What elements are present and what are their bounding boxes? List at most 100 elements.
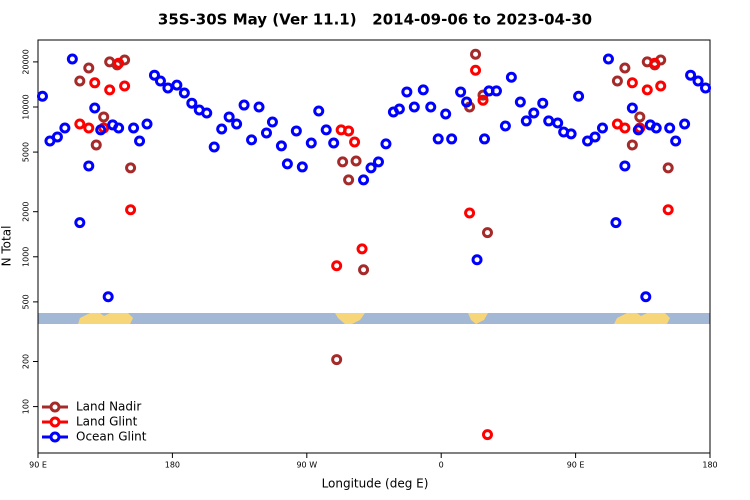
point [479,133,491,145]
plot-frame [37,39,711,454]
y-tick-label: 100 [22,399,31,414]
point [134,135,146,147]
point [520,115,532,127]
point [573,90,585,102]
y-tick-label: 20000 [22,49,31,74]
land-australia-2 [614,313,670,324]
point [313,105,325,117]
point [481,227,493,239]
point [90,139,102,151]
point [401,86,413,98]
point [331,354,343,366]
point [74,217,86,229]
point [148,69,160,81]
point [231,118,243,130]
point [596,122,608,134]
point [380,138,392,150]
point [640,291,652,303]
point [51,131,63,143]
point [154,75,166,87]
x-tick-label: 90 E [567,461,585,470]
point [634,111,646,123]
point [537,97,549,109]
point [290,125,302,137]
point [477,94,489,106]
legend-marker [49,416,61,428]
point [350,155,362,167]
point [83,62,95,74]
point [499,120,511,132]
chart-title: 35S-30S May (Ver 11.1) 2014-09-06 to 202… [158,11,592,29]
x-tick-label: 0 [439,461,444,470]
point [104,84,116,96]
point [471,254,483,266]
point [337,156,349,168]
land-america [335,313,365,324]
point [626,139,638,151]
point [208,141,220,153]
point [565,128,577,140]
point [685,69,697,81]
x-tick-label: 90 W [296,461,317,470]
point [655,80,667,92]
point [95,124,107,136]
point [98,111,110,123]
point [281,158,293,170]
point [528,107,540,119]
point [700,82,712,94]
y-tick-label: 2000 [22,202,31,222]
point [320,124,332,136]
point [66,53,78,65]
legend-label: Land Glint [76,415,138,429]
point [417,84,429,96]
point [446,133,458,145]
point [425,101,437,113]
point [650,122,662,134]
point [260,127,272,139]
land-australia [78,313,133,324]
point [358,264,370,276]
point [59,122,71,134]
legend-marker [49,401,61,413]
point [610,217,622,229]
point [83,122,95,134]
x-tick-label: 180 [165,461,180,470]
point [505,71,517,83]
point [552,117,564,129]
point [266,116,278,128]
point [619,122,631,134]
x-axis-label: Longitude (deg E) [322,477,429,491]
point [356,243,368,255]
point [664,122,676,134]
point [331,260,343,272]
point [358,174,370,186]
y-tick-label: 10000 [22,94,31,119]
point [328,137,340,149]
point [305,137,317,149]
point [670,135,682,147]
point [679,118,691,130]
point [611,75,623,87]
point [432,133,444,145]
point [632,124,644,136]
point [455,86,467,98]
point [602,53,614,65]
point [275,140,287,152]
point [470,48,482,60]
land-africa [468,313,488,324]
point [440,108,452,120]
x-tick-label: 180 [702,461,717,470]
point [178,87,190,99]
point [113,57,125,69]
point [238,99,250,111]
point [481,429,493,441]
ocean-band [38,313,710,324]
legend-label: Ocean Glint [76,430,147,444]
point [408,101,420,113]
legend-marker [49,431,61,443]
point [619,62,631,74]
point [125,204,137,216]
point [201,107,213,119]
map-band [38,313,710,324]
